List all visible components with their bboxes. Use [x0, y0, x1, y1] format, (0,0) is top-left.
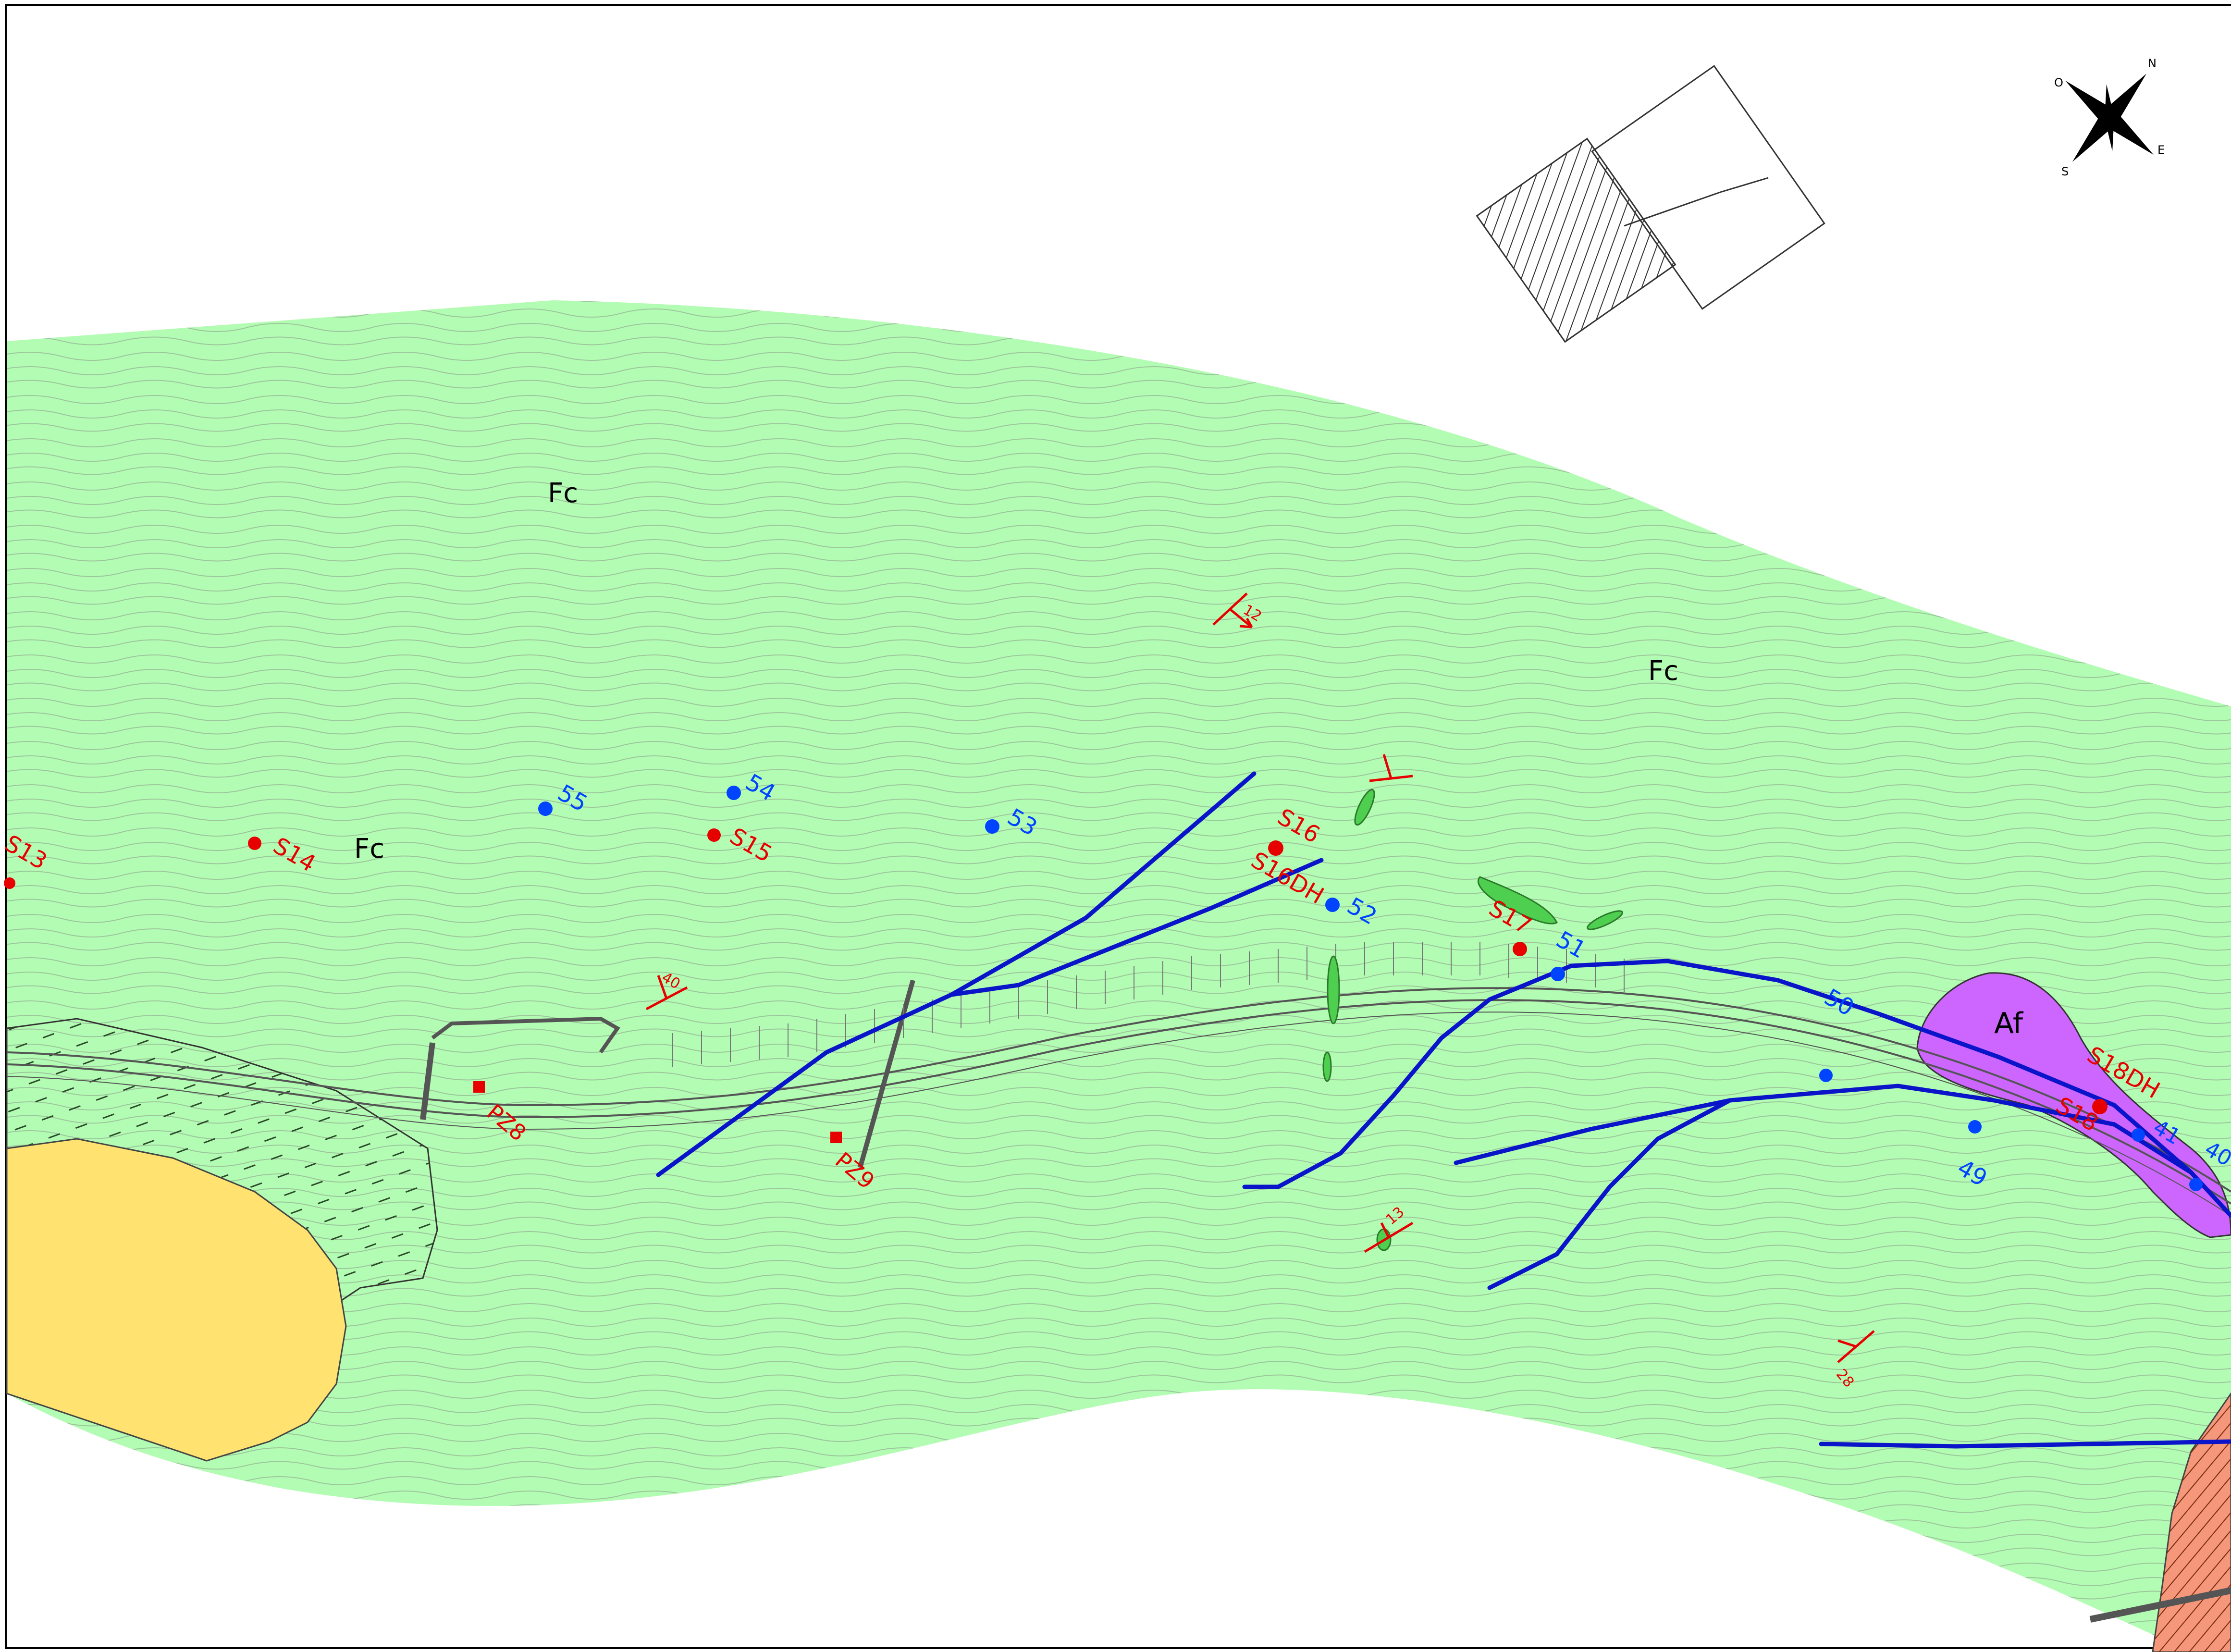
north-arrow-compass: N E S O [2054, 57, 2165, 178]
af-unit-area [1916, 972, 2231, 1238]
compass-s: S [2061, 165, 2069, 178]
fault-line [1487, 1098, 1732, 1290]
road-alignment [6, 979, 2231, 1623]
fault-line [1454, 1084, 2194, 1175]
unit-label-fc: Fc [354, 833, 384, 864]
yellow-unit-area [6, 1138, 347, 1462]
piezometer-symbol [473, 1081, 485, 1093]
contour-texture [7, 300, 2231, 1652]
piezometer-symbol [830, 1132, 842, 1143]
salmon-unit-hatch [2153, 1393, 2231, 1652]
faults [656, 771, 2231, 1449]
fault-line [1242, 959, 2231, 1218]
unit-label-fc: Fc [1648, 655, 1678, 687]
unit-label-fc: Fc [548, 478, 578, 509]
fault-line [949, 858, 1324, 997]
compass-e: E [2157, 143, 2165, 157]
unit-label-af: Af [1994, 1007, 2024, 1040]
station-symbols [538, 786, 2203, 1191]
dip-symbols [645, 592, 1875, 1363]
slope-ticks [672, 942, 1625, 1067]
index-inset [1476, 65, 1825, 343]
compass-n: N [2148, 57, 2157, 70]
fault-line [1819, 1439, 2231, 1449]
borehole-symbols [4, 828, 2108, 1114]
compass-o: O [2054, 76, 2063, 89]
